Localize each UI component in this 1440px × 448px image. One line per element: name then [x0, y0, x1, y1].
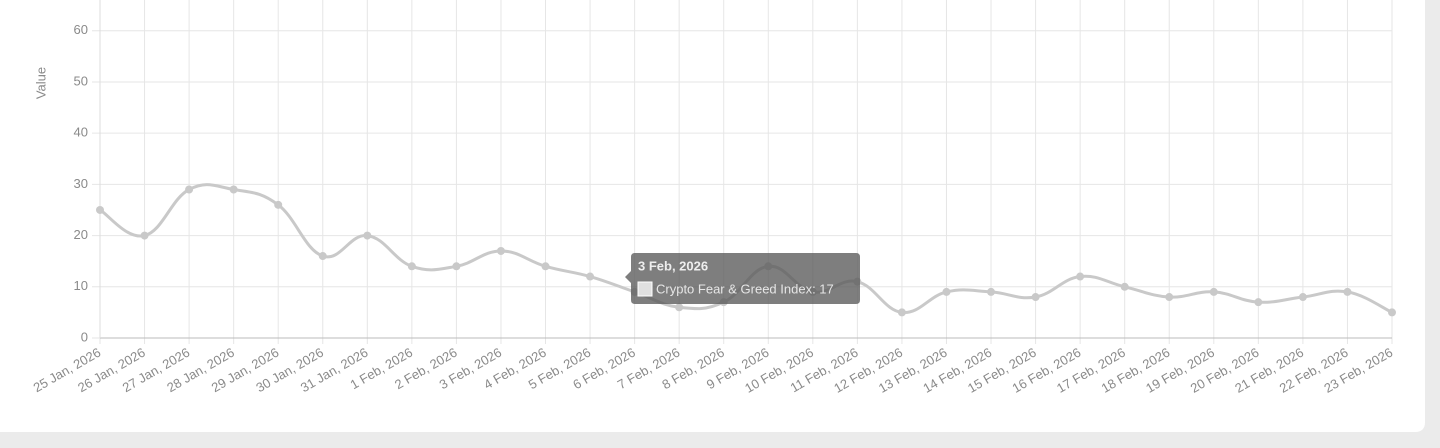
y-axis-label: Value	[33, 67, 48, 99]
tooltip-box	[625, 253, 860, 304]
y-tick-label: 30	[74, 176, 88, 191]
point	[1076, 272, 1085, 281]
point	[1298, 293, 1307, 302]
point	[586, 272, 595, 281]
point	[1343, 287, 1352, 296]
point	[675, 303, 684, 312]
point	[987, 287, 996, 296]
tooltip-swatch	[637, 281, 653, 297]
point	[318, 252, 327, 261]
point	[407, 262, 416, 271]
point	[897, 308, 906, 317]
tooltip: 3 Feb, 2026 Crypto Fear & Greed Index: 17	[625, 253, 860, 304]
card	[0, 0, 1425, 432]
point	[541, 262, 550, 271]
y-tick-label: 40	[74, 125, 88, 140]
y-tick-label: 20	[74, 227, 88, 242]
point	[1254, 298, 1263, 307]
point	[452, 262, 461, 271]
point	[140, 231, 149, 240]
tooltip-title: 3 Feb, 2026	[638, 258, 708, 273]
y-tick-label: 10	[74, 278, 88, 293]
point	[1388, 308, 1396, 317]
point	[1165, 293, 1174, 302]
point	[96, 205, 104, 214]
point	[274, 200, 283, 209]
point	[496, 246, 505, 255]
y-tick-label: 60	[74, 22, 88, 37]
point	[1031, 293, 1040, 302]
tooltip-text: Crypto Fear & Greed Index: 17	[656, 281, 834, 296]
point	[185, 185, 194, 194]
point	[229, 185, 238, 194]
y-tick-label: 0	[81, 329, 88, 344]
point	[1120, 282, 1129, 291]
point	[1209, 287, 1218, 296]
point	[942, 287, 951, 296]
y-tick-label: 50	[74, 73, 88, 88]
point	[363, 231, 372, 240]
